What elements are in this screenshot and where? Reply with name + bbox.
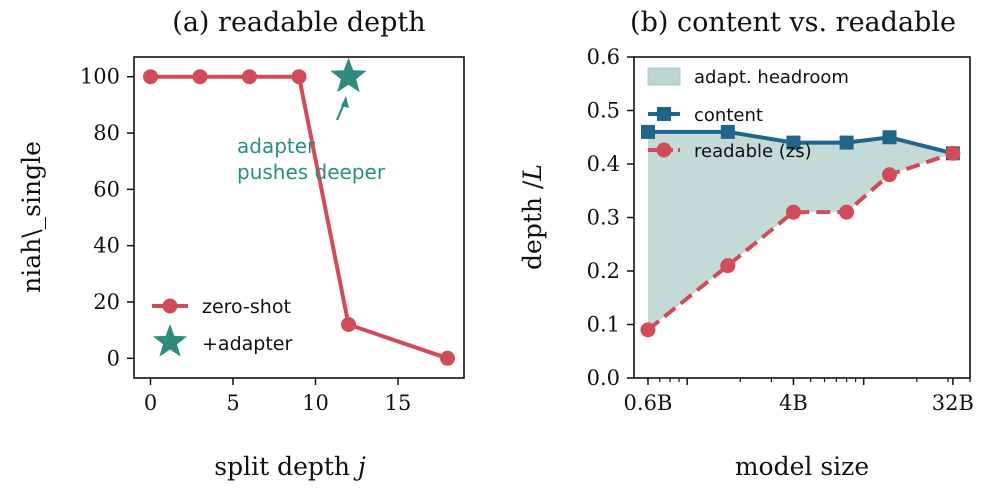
b-ytick-label: 0.3 xyxy=(587,206,620,230)
readable-point xyxy=(720,258,736,274)
content-point xyxy=(839,135,854,150)
panel-a-frame xyxy=(133,56,465,379)
legend-zero-shot-label: zero-shot xyxy=(202,296,291,318)
legend-readable-label: readable (zs) xyxy=(694,141,812,162)
b-ytick-label: 0.5 xyxy=(587,99,620,123)
content-point xyxy=(786,135,801,150)
panel-a-ylabel: niah\_single xyxy=(17,141,46,293)
b-xtick-label: 32B xyxy=(932,391,974,415)
readable-point xyxy=(945,145,961,161)
panel-b-title: (b) content vs. readable xyxy=(630,7,956,38)
panel-a: (a) readable depth 0 5 10 15 0 20 40 60 80 100 sp… xyxy=(17,7,465,481)
legend-content-marker xyxy=(657,107,671,121)
a-ytick-label: 100 xyxy=(80,65,120,89)
legend-readable-marker xyxy=(656,142,672,158)
annotation-line-2: pushes deeper xyxy=(237,160,386,184)
content-point xyxy=(882,130,897,145)
b-ytick-label: 0.6 xyxy=(587,45,620,69)
panel-a-legend: zero-shot +adapter xyxy=(152,296,292,357)
zero-shot-line xyxy=(150,74,449,361)
annotation-line-1: adapter xyxy=(237,134,316,158)
a-ytick-label: 0 xyxy=(107,346,120,370)
b-xtick-label: 4B xyxy=(779,391,808,415)
panel-b-xlabel: model size xyxy=(735,452,869,481)
content-point xyxy=(720,124,735,139)
zero-shot-point xyxy=(341,317,356,332)
legend-headroom-swatch xyxy=(647,67,681,86)
legend-adapter-star xyxy=(152,324,188,357)
panel-b: (b) content vs. readable 0.6B 4B 32B 0.0 0.1… xyxy=(518,7,974,481)
panel-b-ylabel: depth /L xyxy=(518,164,547,270)
a-ytick-label: 40 xyxy=(93,234,120,258)
b-ytick-label: 0.1 xyxy=(587,313,620,337)
a-ytick-label: 20 xyxy=(93,290,120,314)
adapter-star-point xyxy=(330,57,367,93)
a-xtick-label: 0 xyxy=(144,391,157,415)
zero-shot-point xyxy=(440,350,455,366)
content-line xyxy=(648,129,954,156)
a-xtick-label: 15 xyxy=(385,391,412,415)
b-ytick-label: 0.2 xyxy=(587,259,620,283)
readable-point xyxy=(785,204,801,220)
a-xtick-label: 5 xyxy=(226,391,239,415)
readable-point xyxy=(882,167,898,183)
b-ytick-label: 0.0 xyxy=(587,366,620,390)
panel-a-xlabel: split depth j xyxy=(214,452,366,481)
readable-point xyxy=(640,322,656,338)
a-xtick-label: 10 xyxy=(302,391,329,415)
zero-shot-point xyxy=(192,69,208,85)
panel-a-plot-area xyxy=(143,57,455,366)
a-ytick-label: 80 xyxy=(93,121,120,145)
zero-shot-point xyxy=(143,69,158,85)
legend-zero-shot-marker xyxy=(162,298,178,314)
panel-a-ticks: 0 5 10 15 0 20 40 60 80 100 xyxy=(80,65,411,415)
annotation-arrow xyxy=(335,96,349,121)
b-ytick-label: 0.4 xyxy=(587,152,620,176)
panel-b-legend: adapt. headroom content readable (zs) xyxy=(647,67,849,162)
readable-line xyxy=(646,151,954,332)
legend-adapter-label: +adapter xyxy=(202,333,292,355)
zero-shot-point xyxy=(291,69,307,85)
panel-b-ticks: 0.6B 4B 32B 0.0 0.1 0.2 0.3 0.4 0.5 0.6 xyxy=(587,45,974,415)
panel-b-frame xyxy=(633,56,971,379)
content-point xyxy=(640,124,655,139)
zero-shot-point xyxy=(242,69,257,85)
legend-content-label: content xyxy=(694,105,763,126)
readable-point xyxy=(839,204,855,220)
headroom-fill xyxy=(648,131,953,330)
a-ytick-label: 60 xyxy=(93,177,120,201)
panel-b-plot-area xyxy=(640,124,961,338)
b-xtick-label: 0.6B xyxy=(624,391,673,415)
panel-a-title: (a) readable depth xyxy=(172,7,425,38)
legend-headroom-label: adapt. headroom xyxy=(694,67,849,88)
